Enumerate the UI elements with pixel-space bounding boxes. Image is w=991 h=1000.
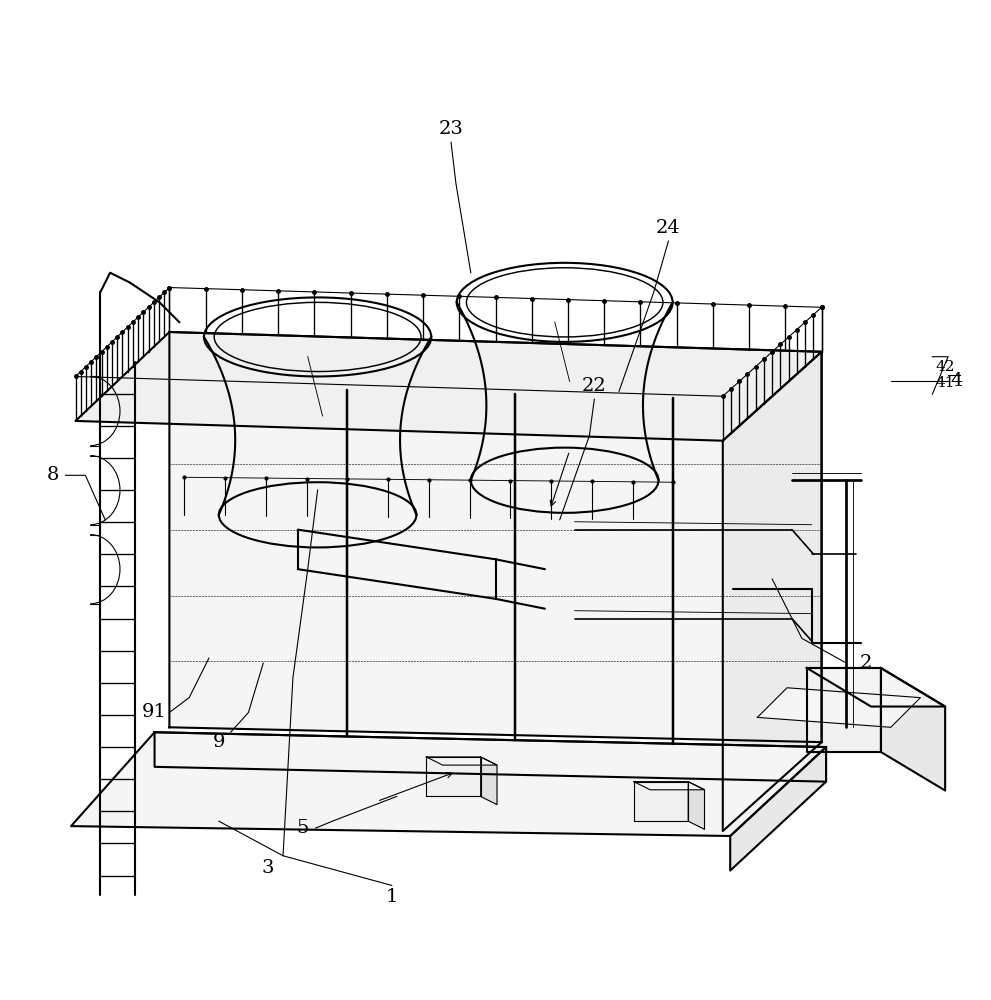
Polygon shape <box>807 668 945 707</box>
Text: 9: 9 <box>212 733 225 751</box>
Text: 24: 24 <box>656 219 681 237</box>
Text: 8: 8 <box>47 466 58 484</box>
Polygon shape <box>634 782 688 821</box>
Polygon shape <box>757 688 921 727</box>
Polygon shape <box>807 668 881 752</box>
Text: 4: 4 <box>950 372 963 390</box>
Text: 22: 22 <box>582 377 606 395</box>
Polygon shape <box>169 332 822 742</box>
Polygon shape <box>71 732 826 836</box>
Text: 1: 1 <box>385 888 398 906</box>
Polygon shape <box>730 747 826 871</box>
Polygon shape <box>722 352 822 831</box>
Polygon shape <box>481 757 496 805</box>
Polygon shape <box>426 757 496 765</box>
Text: 42: 42 <box>936 360 954 374</box>
Polygon shape <box>426 757 481 796</box>
Polygon shape <box>155 732 826 782</box>
Polygon shape <box>881 668 945 791</box>
Text: 5: 5 <box>296 819 309 837</box>
Text: 2: 2 <box>860 654 872 672</box>
Text: 41: 41 <box>936 376 954 390</box>
Polygon shape <box>634 782 705 790</box>
Text: 23: 23 <box>439 120 464 138</box>
Polygon shape <box>75 332 822 441</box>
Text: 3: 3 <box>262 859 275 877</box>
Polygon shape <box>688 782 705 829</box>
Text: 91: 91 <box>142 703 167 721</box>
